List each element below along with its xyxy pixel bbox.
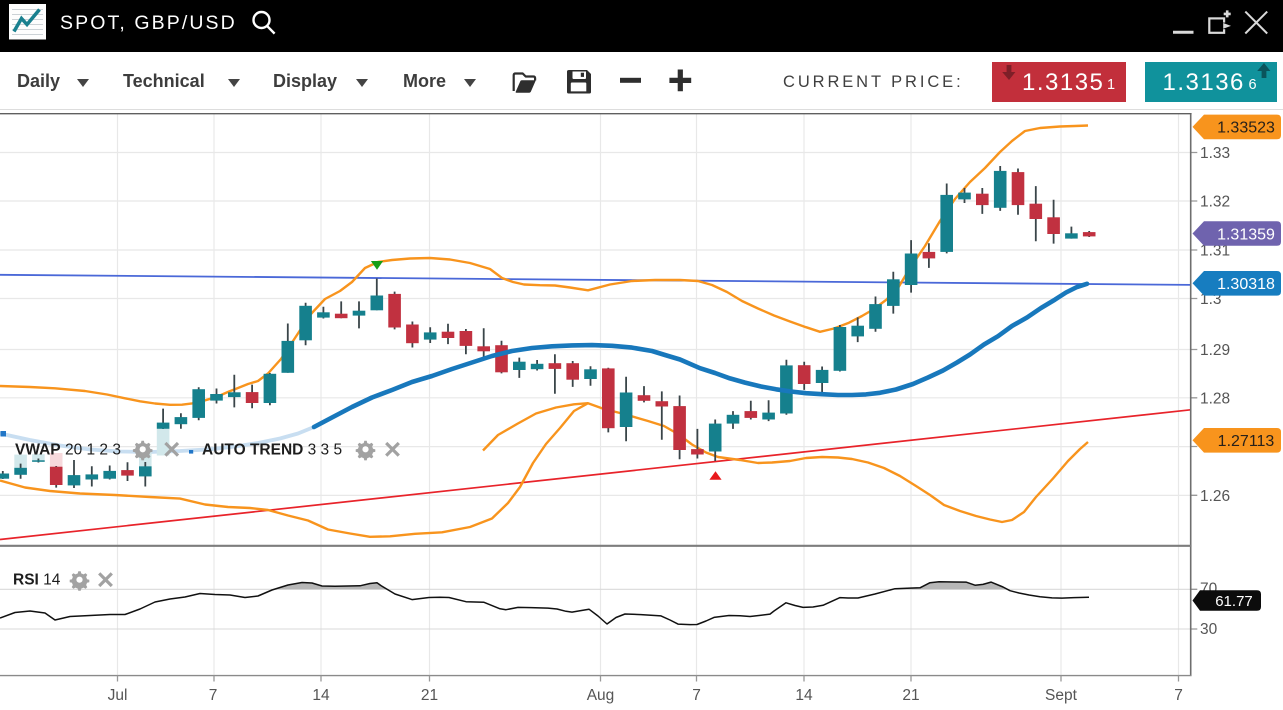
svg-text:Jul: Jul [108,687,128,704]
svg-text:AUTO TREND 3 3 5: AUTO TREND 3 3 5 [202,442,342,459]
svg-text:1.31359: 1.31359 [1217,226,1275,243]
svg-text:30: 30 [1200,621,1218,638]
svg-text:1.30318: 1.30318 [1217,276,1275,293]
svg-text:7: 7 [1174,687,1183,704]
svg-text:14: 14 [312,687,330,704]
svg-text:61.77: 61.77 [1215,593,1253,610]
svg-text:7: 7 [692,687,701,704]
svg-text:1.28: 1.28 [1200,390,1230,407]
svg-text:1.27113: 1.27113 [1218,433,1275,450]
svg-text:1.26: 1.26 [1200,488,1230,505]
svg-text:1.33523: 1.33523 [1217,120,1275,137]
svg-text:14: 14 [795,687,813,704]
svg-text:Sept: Sept [1045,687,1078,704]
svg-text:RSI 14: RSI 14 [13,572,61,589]
svg-text:21: 21 [421,687,438,704]
svg-text:21: 21 [902,687,919,704]
svg-text:Aug: Aug [587,687,615,704]
svg-text:SPOT, GBP/USD: SPOT, GBP/USD [60,12,237,34]
svg-text:1.31: 1.31 [1200,243,1230,260]
svg-text:1.33: 1.33 [1200,145,1230,162]
svg-text:VWAP 20 1 2 3: VWAP 20 1 2 3 [15,442,121,459]
svg-text:1.32: 1.32 [1200,194,1230,211]
svg-text:1.29: 1.29 [1200,342,1230,359]
svg-text:7: 7 [209,687,218,704]
